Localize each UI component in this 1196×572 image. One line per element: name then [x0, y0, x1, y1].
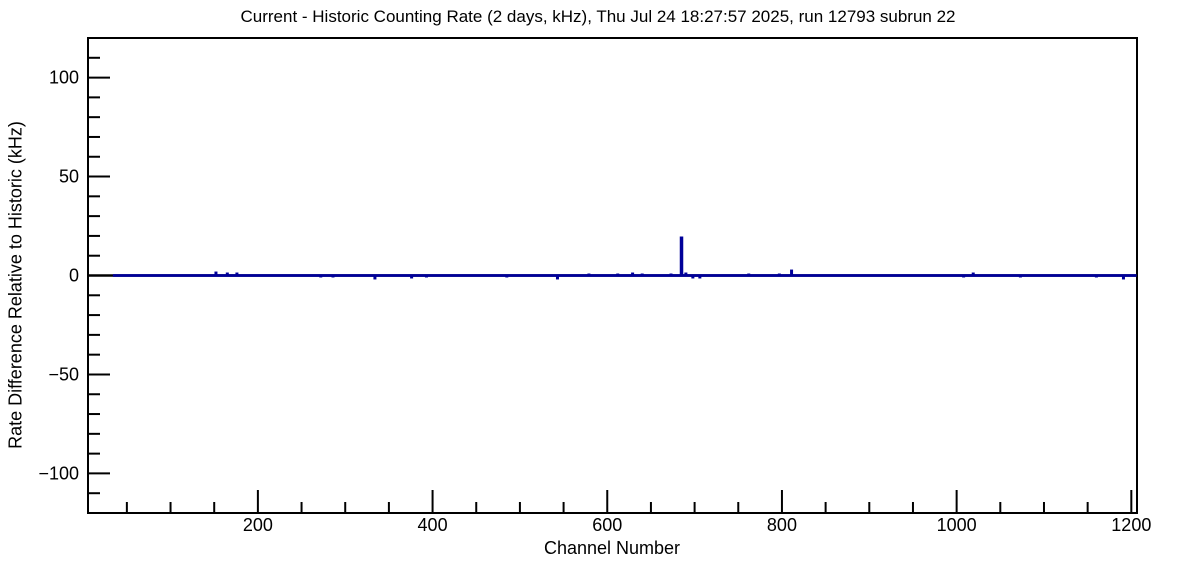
- x-tick-label: 400: [418, 515, 448, 535]
- histogram-deviation: [505, 275, 509, 278]
- x-tick-label: 1000: [937, 515, 977, 535]
- y-tick-label: 50: [59, 167, 79, 187]
- histogram-deviation: [698, 275, 702, 279]
- histogram-deviation: [331, 275, 335, 278]
- histogram-deviation: [640, 273, 644, 276]
- histogram-deviation: [616, 273, 620, 276]
- histogram-deviation: [1094, 275, 1098, 278]
- histogram-deviation: [587, 273, 591, 276]
- histogram-deviation: [373, 275, 377, 280]
- histogram-deviation: [777, 273, 781, 276]
- histogram-deviation: [235, 272, 239, 276]
- histogram-deviation: [684, 272, 688, 276]
- histogram-deviation: [555, 275, 559, 280]
- histogram-deviation: [319, 275, 323, 278]
- histogram-deviation: [962, 275, 966, 278]
- histogram-spike: [679, 236, 684, 276]
- y-tick-label: −100: [38, 463, 79, 483]
- histogram-deviation: [225, 272, 229, 276]
- chart-title: Current - Historic Counting Rate (2 days…: [240, 7, 956, 26]
- histogram-deviation: [631, 272, 635, 276]
- histogram-deviation: [1018, 275, 1022, 278]
- histogram-deviation: [410, 275, 414, 279]
- x-axis-title: Channel Number: [543, 538, 681, 558]
- x-tick-label: 200: [243, 515, 273, 535]
- y-tick-label: 0: [69, 266, 79, 286]
- x-tick-label: 600: [592, 515, 622, 535]
- histogram-deviation: [1121, 275, 1125, 280]
- histogram-deviation: [691, 275, 695, 279]
- x-tick-label: 800: [767, 515, 797, 535]
- x-tick-label: 1200: [1111, 515, 1151, 535]
- y-tick-label: 100: [49, 68, 79, 88]
- histogram-deviation: [790, 269, 794, 276]
- histogram-deviation: [214, 271, 218, 276]
- histogram-deviation: [971, 272, 975, 276]
- histogram-deviation: [669, 273, 673, 276]
- histogram-deviation: [424, 275, 428, 278]
- histogram-deviation: [747, 273, 751, 276]
- y-tick-label: −50: [48, 364, 79, 384]
